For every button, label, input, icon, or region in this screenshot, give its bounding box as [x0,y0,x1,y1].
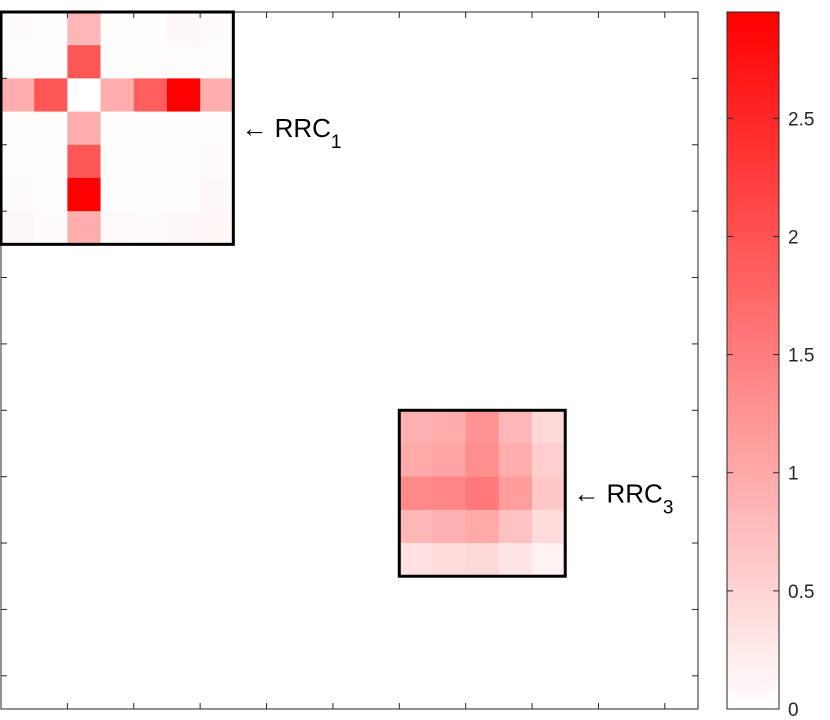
heatmap-cell [67,78,101,112]
heatmap-cell [399,443,433,478]
heatmap-cell [200,12,234,46]
heatmap-cell [166,144,201,179]
heatmap-cell [34,45,68,79]
heatmap-cell [67,211,101,245]
block-annotation: ← RRC3 [573,478,673,518]
annotation-arrow: ← [573,478,606,508]
colorbar-tick-label: 0.5 [788,582,814,603]
heatmap-cell [432,410,467,444]
heatmap-cell [100,211,135,245]
annotation-subscript: 3 [663,497,674,518]
heatmap-cell [34,111,68,146]
colorbar-tick-label: 1 [788,464,799,485]
heatmap-cell [100,144,135,179]
heatmap-cell [532,410,566,444]
annotation-label: RRC [275,113,331,143]
heatmap-cell [67,177,101,212]
heatmap-cell [133,45,168,79]
heatmap-cell [166,45,201,79]
plot-frame [0,11,699,710]
heatmap-cell [200,144,234,179]
heatmap-cell [200,211,234,245]
heatmap-cell [200,78,234,112]
annotation-arrow: ← [241,113,274,143]
heatmap-cell [100,45,135,79]
heatmap-cell [200,177,234,212]
heatmap-cell [67,111,101,146]
heatmap-cell [465,543,500,577]
heatmap-cell [532,543,566,577]
heatmap-cell [1,12,35,46]
block-outline [397,408,567,578]
heatmap-cell [133,177,168,212]
heatmap-cell [34,177,68,212]
colorbar-tick-label: 2.5 [788,109,814,130]
heatmap-cell [1,111,35,146]
heatmap-cell [532,509,566,544]
heatmap-cell [133,78,168,112]
heatmap-cell [532,443,566,478]
heatmap-cell [399,509,433,544]
colorbar-tick-label: 0 [788,700,799,720]
heatmap-cell [166,78,201,112]
block-outline [0,10,235,246]
heatmap-cell [399,410,433,444]
heatmap-cell [34,78,68,112]
heatmap-cell [100,111,135,146]
heatmap-cell [34,144,68,179]
heatmap-cell [399,476,433,511]
annotation-subscript: 1 [331,132,342,153]
heatmap-cell [432,509,467,544]
heatmap-cell [1,144,35,179]
heatmap-cell [532,476,566,511]
heatmap-cell [133,144,168,179]
heatmap-cell [465,443,500,478]
colorbar-tick-label: 1.5 [788,346,814,367]
plot-ticks [1,12,698,709]
heatmap-cell [399,543,433,577]
heatmap-cell [100,78,135,112]
heatmap-cell [1,211,35,245]
heatmap-cell [432,543,467,577]
heatmap-cell [133,111,168,146]
colorbar [726,11,780,710]
heatmap-cell [166,12,201,46]
heatmap-cell [465,509,500,544]
heatmap-cell [498,410,533,444]
heatmap-cell [34,211,68,245]
heatmap-cell [498,476,533,511]
heatmap-cell [166,211,201,245]
heatmap-cell [498,443,533,478]
heatmap-cell [67,12,101,46]
heatmap-cell [432,443,467,478]
heatmap-cell [1,177,35,212]
heatmap-cell [498,543,533,577]
heatmap-cell [465,410,500,444]
heatmap-cell [498,509,533,544]
heatmap-cell [100,12,135,46]
heatmap-cell [1,78,35,112]
heatmap-cell [200,45,234,79]
heatmap-cell [133,12,168,46]
block-annotation: ← RRC1 [241,113,341,153]
heatmap-cell [166,111,201,146]
heatmap-cell [166,177,201,212]
heatmap-cell [200,111,234,146]
heatmap-cell [133,211,168,245]
heatmap-cell [432,476,467,511]
heatmap-cell [1,45,35,79]
heatmap-cell [67,144,101,179]
heatmap-cell [34,12,68,46]
heatmap-cell [465,476,500,511]
colorbar-tick-label: 2 [788,227,799,248]
heatmap-cell [67,45,101,79]
heatmap-cell [100,177,135,212]
annotation-label: RRC [606,478,662,508]
